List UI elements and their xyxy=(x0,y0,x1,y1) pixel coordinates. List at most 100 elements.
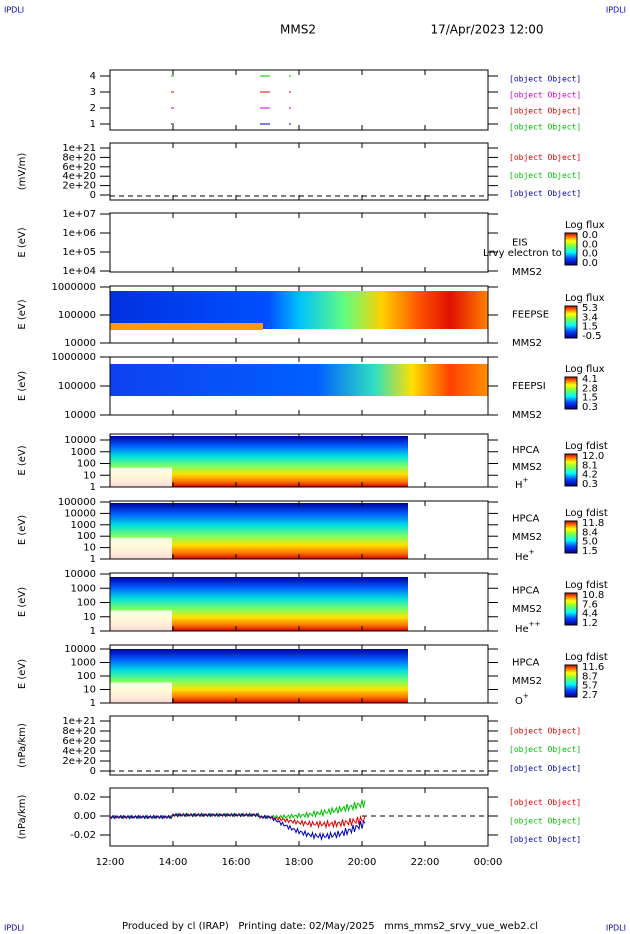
x-tick-label: 00:00 xyxy=(474,857,503,868)
colorbar-tick: 1.5 xyxy=(582,393,598,404)
colorbar-title: Log fdist xyxy=(565,580,608,591)
panel-label: HPCA xyxy=(512,445,540,456)
colorbar-tick: 2.8 xyxy=(582,383,598,394)
colorbar xyxy=(564,520,578,554)
x-tick-label: 18:00 xyxy=(285,857,314,868)
colorbar xyxy=(564,376,578,410)
y-tick-label: 10000 xyxy=(64,644,96,655)
colorbar-tick: 0.0 xyxy=(582,230,598,241)
colorbar-tick: 10.8 xyxy=(582,590,604,601)
panel-label: HPCA xyxy=(512,657,540,668)
y-tick-label: 1 xyxy=(90,482,96,493)
colorbar-tick: 0.0 xyxy=(582,258,598,269)
colorbar-tick: 1.5 xyxy=(582,322,598,333)
y-label: E (eV) xyxy=(17,299,28,329)
panel-label: EIS xyxy=(512,238,528,249)
colorbar-tick: 0.0 xyxy=(582,249,598,260)
y-label: E (eV) xyxy=(17,659,28,689)
y-tick-label: 100 xyxy=(77,598,96,609)
footer: Produced by cl (IRAP) Printing date: 02/… xyxy=(122,921,538,932)
colorbar-tick: 11.6 xyxy=(582,662,604,673)
y-tick-label: 10 xyxy=(83,685,96,696)
colorbar-tick: 8.4 xyxy=(582,527,598,538)
y-label: E (eV) xyxy=(17,445,28,475)
satellite: MMS2 xyxy=(280,23,316,37)
y-label: E (eV) xyxy=(17,587,28,617)
y-tick-label: 1000 xyxy=(71,583,96,594)
colorbar-tick: 11.8 xyxy=(582,518,604,529)
colorbar-tick: 7.6 xyxy=(582,599,598,610)
trace xyxy=(109,812,366,830)
y-tick-label: 0 xyxy=(90,190,96,201)
colorbar-tick: 1.5 xyxy=(582,546,598,557)
colorbar-tick: 5.3 xyxy=(582,303,598,314)
date: 17/Apr/2023 12:00 xyxy=(430,23,543,37)
panel-label: MMS2 xyxy=(512,410,542,421)
y-tick-label: 1000 xyxy=(71,658,96,669)
species-sup: + xyxy=(529,548,535,556)
colorbar xyxy=(564,305,578,339)
species: He+ xyxy=(515,548,535,563)
colorbar-tick: 1.2 xyxy=(582,618,598,629)
y-tick-label: 8e+20 xyxy=(62,152,96,163)
colorbar-title: Log flux xyxy=(565,293,605,304)
colorbar-title: Log fdist xyxy=(565,652,608,663)
y-label: (nPa/km) xyxy=(17,723,28,768)
corner-label: IPDLI xyxy=(606,924,626,933)
legend-entry: [object Object] xyxy=(509,835,581,844)
colorbar-tick: -0.5 xyxy=(582,331,602,342)
y-label: E (eV) xyxy=(17,371,28,401)
spectrogram-gap xyxy=(110,537,172,559)
spectrogram-gap xyxy=(110,467,172,487)
x-tick-label: 22:00 xyxy=(411,857,440,868)
colorbar xyxy=(564,453,578,487)
panel-frame xyxy=(109,69,489,131)
legend-entry: [object Object] xyxy=(509,75,581,84)
legend-entry: [object Object] xyxy=(509,798,581,807)
y-label: (nPa/km) xyxy=(17,795,28,840)
y-tick-label: 100000 xyxy=(58,381,96,392)
colorbar-tick: 4.1 xyxy=(582,374,598,385)
y-tick-label: 0.02 xyxy=(74,792,96,803)
colorbar-tick: 8.7 xyxy=(582,671,598,682)
colorbar-tick: 0.3 xyxy=(582,479,598,490)
y-tick-label: 100000 xyxy=(58,497,96,508)
trace xyxy=(109,812,366,842)
y-tick-label: 100 xyxy=(77,671,96,682)
y-tick-label: 10 xyxy=(83,543,96,554)
colorbar-tick: 5.7 xyxy=(582,681,598,692)
x-tick-label: 14:00 xyxy=(159,857,188,868)
x-tick-label: 20:00 xyxy=(348,857,377,868)
species: He++ xyxy=(515,620,541,635)
y-tick-label: 100 xyxy=(77,531,96,542)
y-tick-label: 4e+20 xyxy=(62,746,96,757)
spectrogram xyxy=(110,364,488,396)
y-tick-label: 1 xyxy=(90,554,96,565)
legend-entry: [object Object] xyxy=(509,107,581,116)
panel-frame xyxy=(109,212,489,273)
colorbar-tick: 12.0 xyxy=(582,451,604,462)
panel-frame xyxy=(109,715,489,776)
y-tick-label: 1000000 xyxy=(51,282,96,293)
y-tick-label: 10 xyxy=(83,612,96,623)
y-tick-label: 10000 xyxy=(64,508,96,519)
colorbar-title: Log flux xyxy=(565,220,605,231)
y-tick-label: 1 xyxy=(90,626,96,637)
y-tick-label: 0.00 xyxy=(74,811,96,822)
panel-label: FEEPSI xyxy=(512,381,546,392)
legend-entry: [object Object] xyxy=(509,189,581,198)
species-name: O xyxy=(515,696,523,707)
y-tick-label: 10000 xyxy=(64,338,96,349)
overlay-text: Lrvy electron to xyxy=(483,248,562,259)
y-tick-label: 10000 xyxy=(64,569,96,580)
y-tick-label: 4e+20 xyxy=(62,171,96,182)
colorbar-tick: 5.0 xyxy=(582,537,598,548)
y-tick-label: 1e+04 xyxy=(62,266,96,277)
y-tick-label: 100 xyxy=(77,459,96,470)
y-tick-label: 1e+07 xyxy=(62,209,96,220)
panel-label: HPCA xyxy=(512,585,540,596)
y-tick-label: 6e+20 xyxy=(62,736,96,747)
y-tick-label: 2 xyxy=(90,103,96,114)
corner-label: IPDLI xyxy=(606,6,626,15)
